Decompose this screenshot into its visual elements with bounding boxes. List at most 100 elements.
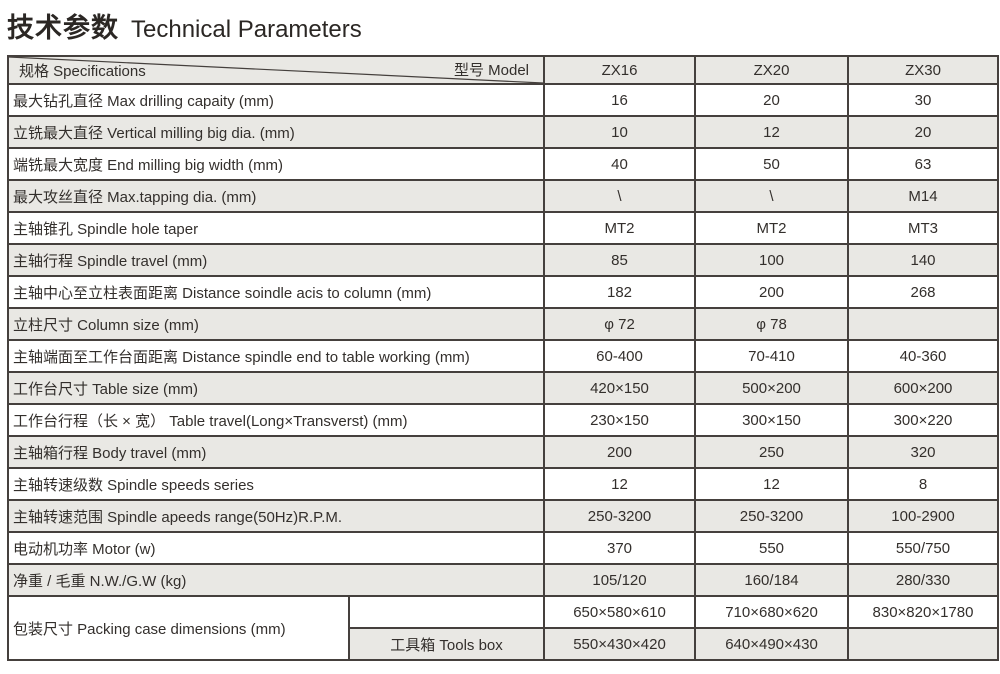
value-zx16: 420×150 <box>543 371 696 405</box>
value-zx16: 370 <box>543 531 696 565</box>
spec-label: 端铣最大宽度 End milling big width (mm) <box>7 147 545 181</box>
spec-label: 主轴锥孔 Spindle hole taper <box>7 211 545 245</box>
value-zx20: 12 <box>694 467 849 501</box>
value-zx30: MT3 <box>847 211 999 245</box>
value-zx30: 268 <box>847 275 999 309</box>
value-zx30: 320 <box>847 435 999 469</box>
value-zx16: MT2 <box>543 211 696 245</box>
value-zx20: 550 <box>694 531 849 565</box>
value-zx16: 16 <box>543 83 696 117</box>
spec-label: 立铣最大直径 Vertical milling big dia. (mm) <box>7 115 545 149</box>
table-row: 主轴锥孔 Spindle hole taper MT2 MT2 MT3 <box>7 211 999 245</box>
value-zx20: 710×680×620 <box>694 595 849 629</box>
value-zx30: 280/330 <box>847 563 999 597</box>
value-zx16: 650×580×610 <box>543 595 696 629</box>
model-header-label: 型号 Model <box>453 62 529 79</box>
value-zx30: 140 <box>847 243 999 277</box>
model-zx16-header: ZX16 <box>543 55 696 85</box>
value-zx16: 182 <box>543 275 696 309</box>
value-zx20: 100 <box>694 243 849 277</box>
spec-label: 立柱尺寸 Column size (mm) <box>7 307 545 341</box>
diagonal-divider <box>9 57 543 83</box>
value-zx30: 8 <box>847 467 999 501</box>
value-zx20: 250-3200 <box>694 499 849 533</box>
value-zx16: 200 <box>543 435 696 469</box>
table-row: 工作台尺寸 Table size (mm) 420×150 500×200 60… <box>7 371 999 405</box>
spec-label: 净重 / 毛重 N.W./G.W (kg) <box>7 563 545 597</box>
value-zx16: \ <box>543 179 696 213</box>
spec-label: 工作台尺寸 Table size (mm) <box>7 371 545 405</box>
value-zx30: 300×220 <box>847 403 999 437</box>
value-zx20: MT2 <box>694 211 849 245</box>
value-zx20: φ 78 <box>694 307 849 341</box>
table-row: 工作台行程（长 × 宽） Table travel(Long×Transvers… <box>7 403 999 437</box>
value-zx20: 70-410 <box>694 339 849 373</box>
value-zx16: 10 <box>543 115 696 149</box>
spec-header-label: 规格 Specifications <box>19 63 146 80</box>
page-title-en: Technical Parameters <box>131 16 362 43</box>
table-row: 立柱尺寸 Column size (mm) φ 72 φ 78 <box>7 307 999 341</box>
value-zx30 <box>847 627 999 661</box>
model-zx30-header: ZX30 <box>847 55 999 85</box>
value-zx16: 40 <box>543 147 696 181</box>
value-zx30: 830×820×1780 <box>847 595 999 629</box>
value-zx20: 50 <box>694 147 849 181</box>
table-row: 最大攻丝直径 Max.tapping dia. (mm) \ \ M14 <box>7 179 999 213</box>
spec-label: 主轴端面至工作台面距离 Distance spindle end to tabl… <box>7 339 545 373</box>
spec-label: 主轴转速范围 Spindle apeeds range(50Hz)R.P.M. <box>7 499 545 533</box>
value-zx20: \ <box>694 179 849 213</box>
value-zx20: 200 <box>694 275 849 309</box>
value-zx20: 500×200 <box>694 371 849 405</box>
page-title-zh: 技术参数 <box>7 13 119 43</box>
spec-label: 主轴中心至立柱表面距离 Distance soindle acis to col… <box>7 275 545 309</box>
value-zx16: 105/120 <box>543 563 696 597</box>
value-zx20: 20 <box>694 83 849 117</box>
value-zx16: 85 <box>543 243 696 277</box>
value-zx30: 100-2900 <box>847 499 999 533</box>
table-row: 主轴转速级数 Spindle speeds series 12 12 8 <box>7 467 999 501</box>
value-zx30 <box>847 307 999 341</box>
packing-row: 包装尺寸 Packing case dimensions (mm) 650×58… <box>7 595 999 661</box>
header-row: 规格 Specifications 型号 Model ZX16 ZX20 ZX3… <box>7 55 999 85</box>
value-zx16: 250-3200 <box>543 499 696 533</box>
table-row: 最大钻孔直径 Max drilling capaity (mm) 16 20 3… <box>7 83 999 117</box>
spec-label: 主轴行程 Spindle travel (mm) <box>7 243 545 277</box>
table-row: 主轴箱行程 Body travel (mm) 200 250 320 <box>7 435 999 469</box>
model-zx20-header: ZX20 <box>694 55 849 85</box>
spec-label: 工作台行程（长 × 宽） Table travel(Long×Transvers… <box>7 403 545 437</box>
header-spec-model-cell: 规格 Specifications 型号 Model <box>7 55 545 85</box>
table-row: 主轴行程 Spindle travel (mm) 85 100 140 <box>7 243 999 277</box>
value-zx30: 600×200 <box>847 371 999 405</box>
value-zx16: 550×430×420 <box>543 627 696 661</box>
value-zx20: 160/184 <box>694 563 849 597</box>
packing-label: 包装尺寸 Packing case dimensions (mm) <box>7 595 350 661</box>
value-zx20: 640×490×430 <box>694 627 849 661</box>
spec-label: 主轴转速级数 Spindle speeds series <box>7 467 545 501</box>
value-zx30: 63 <box>847 147 999 181</box>
table-row: 净重 / 毛重 N.W./G.W (kg) 105/120 160/184 28… <box>7 563 999 597</box>
tools-box-label: 工具箱 Tools box <box>348 627 545 661</box>
value-zx20: 250 <box>694 435 849 469</box>
table-row: 主轴中心至立柱表面距离 Distance soindle acis to col… <box>7 275 999 309</box>
value-zx20: 12 <box>694 115 849 149</box>
packing-row-toolsbox: 工具箱 Tools box 550×430×420 640×490×430 <box>8 627 999 661</box>
value-zx16: φ 72 <box>543 307 696 341</box>
spec-label: 主轴箱行程 Body travel (mm) <box>7 435 545 469</box>
table-row: 主轴端面至工作台面距离 Distance spindle end to tabl… <box>7 339 999 373</box>
spec-label: 最大钻孔直径 Max drilling capaity (mm) <box>7 83 545 117</box>
value-zx30: 20 <box>847 115 999 149</box>
table-row: 主轴转速范围 Spindle apeeds range(50Hz)R.P.M. … <box>7 499 999 533</box>
technical-parameters-table: 规格 Specifications 型号 Model ZX16 ZX20 ZX3… <box>7 55 999 661</box>
spec-label: 最大攻丝直径 Max.tapping dia. (mm) <box>7 179 545 213</box>
value-zx30: 550/750 <box>847 531 999 565</box>
table-row: 端铣最大宽度 End milling big width (mm) 40 50 … <box>7 147 999 181</box>
page-title: 技术参数 Technical Parameters <box>7 6 362 45</box>
table-row: 立铣最大直径 Vertical milling big dia. (mm) 10… <box>7 115 999 149</box>
packing-sub-empty <box>348 595 545 629</box>
value-zx16: 230×150 <box>543 403 696 437</box>
value-zx16: 60-400 <box>543 339 696 373</box>
spec-label: 电动机功率 Motor (w) <box>7 531 545 565</box>
value-zx20: 300×150 <box>694 403 849 437</box>
value-zx30: 30 <box>847 83 999 117</box>
value-zx16: 12 <box>543 467 696 501</box>
